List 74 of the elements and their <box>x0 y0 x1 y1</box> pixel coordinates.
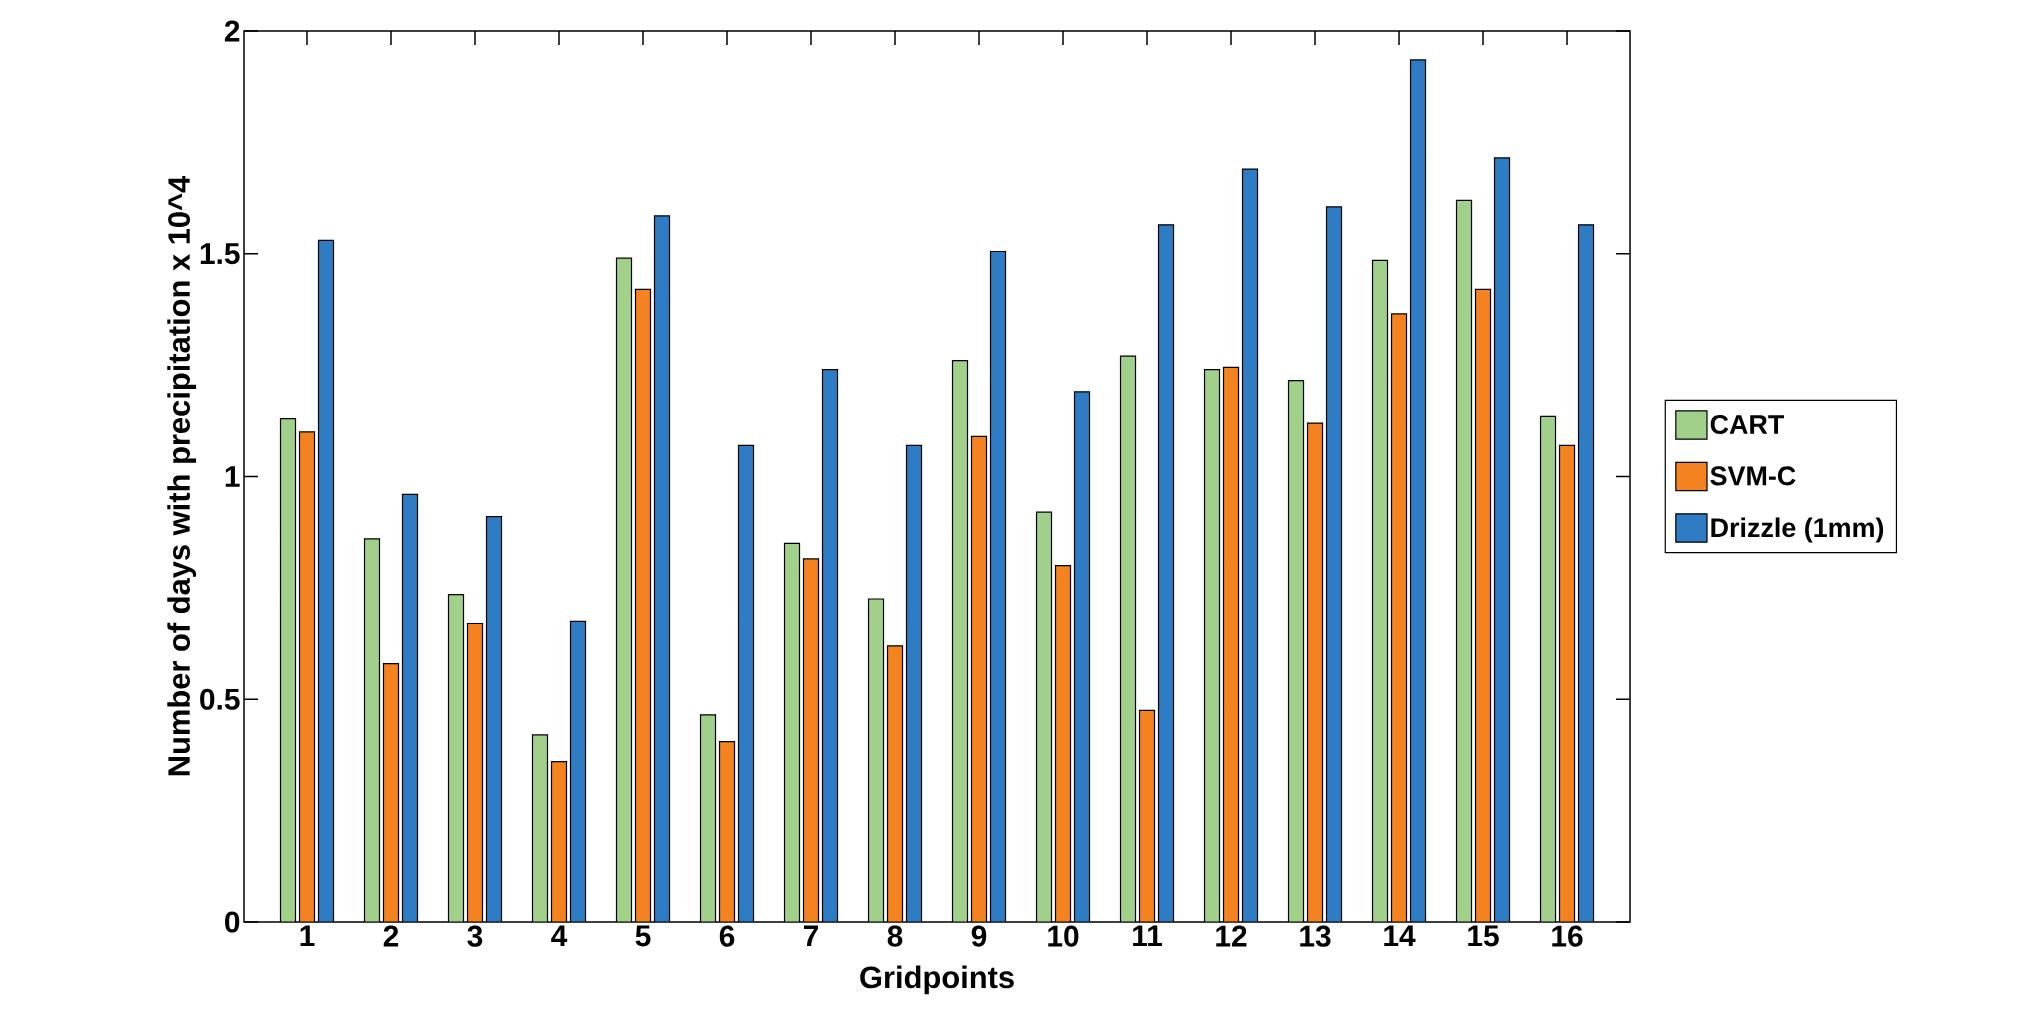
bar <box>1073 391 1091 922</box>
bar <box>1203 368 1221 922</box>
x-tick-label: 8 <box>887 925 903 947</box>
y-tick-label: 1 <box>225 466 240 487</box>
bar <box>989 250 1007 922</box>
y-tick-label: 2 <box>224 20 240 42</box>
x-tick-label: 7 <box>803 925 819 947</box>
bar <box>737 444 755 922</box>
bar <box>447 593 465 922</box>
legend-label: CART <box>1710 414 1784 434</box>
x-tick-label: 10 <box>1048 925 1079 947</box>
bar <box>382 663 400 922</box>
bar <box>867 598 885 922</box>
bar <box>1455 199 1473 922</box>
bar <box>1577 224 1595 922</box>
bar <box>634 288 652 922</box>
bar <box>886 645 904 922</box>
bar <box>1287 380 1305 922</box>
bar <box>569 620 587 922</box>
bar <box>1157 224 1175 922</box>
bar <box>1241 168 1259 922</box>
x-tick-label: 4 <box>551 925 568 947</box>
bar <box>485 515 503 922</box>
bar <box>783 542 801 922</box>
bar <box>1474 288 1492 922</box>
legend-label: Drizzle (1mm) <box>1711 517 1884 543</box>
bar <box>531 734 549 922</box>
bar <box>1054 565 1072 922</box>
x-tick-label: 12 <box>1216 925 1247 947</box>
bar <box>1494 157 1510 922</box>
bar <box>699 714 717 922</box>
bar <box>970 435 988 922</box>
bar <box>1409 59 1427 922</box>
x-tick-label: 3 <box>467 925 483 947</box>
x-tick-label: 5 <box>635 925 651 947</box>
x-tick-label: 1 <box>300 925 315 947</box>
bar <box>615 257 633 922</box>
bar <box>363 538 381 922</box>
bar <box>1119 355 1137 922</box>
y-axis-title: Number of days with precipitation x 10^4 <box>167 175 197 776</box>
bar <box>550 761 568 922</box>
x-tick-label: 6 <box>719 925 735 947</box>
bar <box>298 431 316 922</box>
bar <box>317 239 335 922</box>
y-tick-label: 0.5 <box>200 688 240 710</box>
x-tick-label: 11 <box>1133 925 1162 947</box>
bar <box>1325 206 1343 922</box>
bar <box>1558 444 1576 922</box>
bar <box>1138 709 1156 922</box>
y-tick-label: 1.5 <box>200 243 240 265</box>
x-tick-label: 9 <box>971 925 987 947</box>
bar <box>821 368 839 922</box>
x-tick-label: 2 <box>383 925 399 947</box>
bar <box>279 417 297 922</box>
bar <box>1306 422 1324 922</box>
x-tick-label: 14 <box>1384 925 1416 947</box>
bar <box>802 558 820 922</box>
bar <box>1371 259 1389 922</box>
bar <box>466 622 484 922</box>
bar <box>1222 366 1240 922</box>
x-tick-label: 13 <box>1300 925 1331 947</box>
bar <box>718 740 736 922</box>
bar <box>1390 313 1408 922</box>
bar <box>1539 415 1557 922</box>
bar <box>1035 511 1053 922</box>
x-tick-label: 15 <box>1468 925 1499 947</box>
bar <box>653 215 671 922</box>
bar <box>951 360 969 922</box>
x-axis-title: Gridpoints <box>860 965 1014 995</box>
bar <box>905 444 923 922</box>
x-tick-label: 16 <box>1552 925 1583 947</box>
legend-label: SVM-C <box>1710 466 1796 486</box>
bar <box>401 493 419 922</box>
y-tick-label: 0 <box>225 911 240 933</box>
